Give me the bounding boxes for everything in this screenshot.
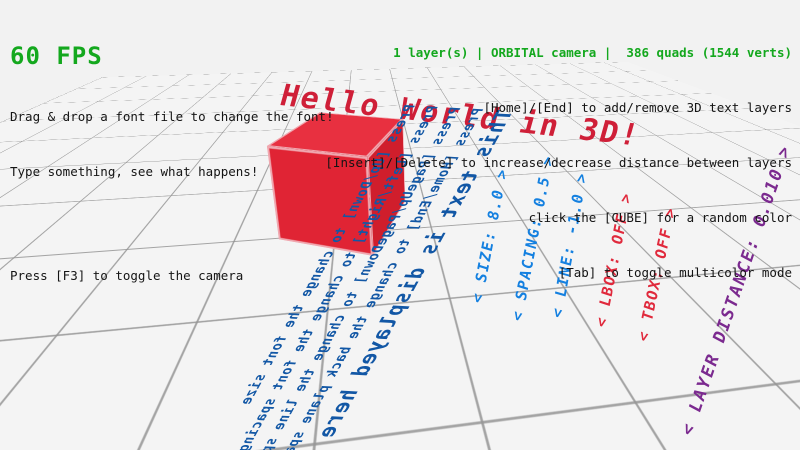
fps-counter: 60 FPS [10, 42, 103, 70]
hud-left: 60 FPS Drag & drop a font file to change… [10, 4, 334, 322]
hint-cube-random-color: click the [CUBE] for a random color [528, 210, 792, 225]
hint-layer-distance: [Insert]/[Delete] to increase/decrease d… [325, 155, 792, 170]
spacer [10, 218, 334, 229]
scene-status-line: 1 layer(s) | ORBITAL camera | 386 quads … [393, 45, 792, 60]
hint-toggle-camera: Press [F3] to toggle the camera [10, 268, 244, 283]
hint-multicolor-mode: [Tab] to toggle multicolor mode [558, 265, 792, 280]
hud-right: 1 layer(s) | ORBITAL camera | 386 quads … [325, 6, 792, 319]
hint-type-something: Type something, see what happens! [10, 164, 259, 179]
hint-add-remove-layers: [Home]/[End] to add/remove 3D text layer… [483, 100, 792, 115]
hint-drag-drop-font: Drag & drop a font file to change the fo… [10, 109, 334, 124]
